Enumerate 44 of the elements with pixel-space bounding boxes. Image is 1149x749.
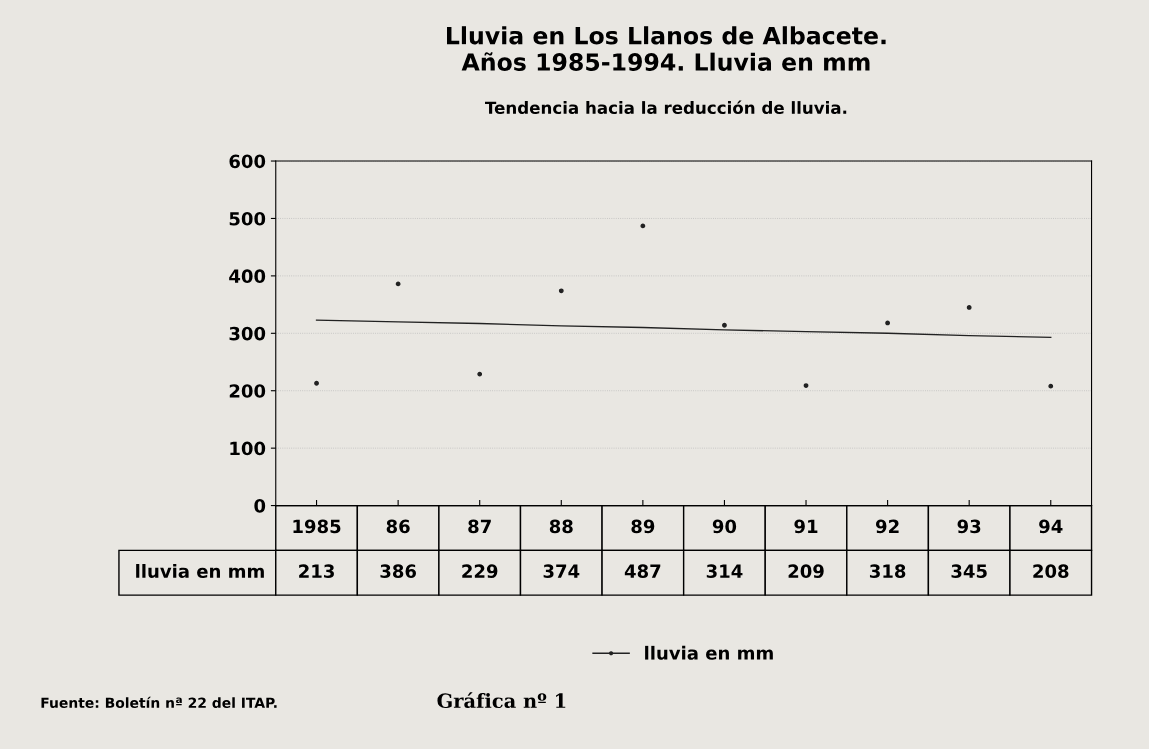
text: lluvia en mm	[136, 564, 264, 578]
y-tick-label: 0	[254, 499, 266, 513]
data-label: 386	[380, 564, 416, 578]
data-label: 208	[1033, 564, 1069, 578]
point	[314, 380, 319, 386]
data-label: 318	[869, 564, 906, 578]
y-tick-label: 600	[229, 154, 266, 169]
point	[640, 223, 646, 229]
x-tick-label: 86	[386, 519, 410, 534]
y-tick-label: 400	[229, 269, 266, 283]
x-tick-label: 89	[631, 519, 655, 534]
point	[722, 322, 727, 328]
y-tick-label: 200	[229, 384, 266, 398]
x-tick-label: 87	[468, 519, 491, 534]
point	[558, 288, 564, 294]
data-label: 209	[788, 564, 824, 578]
data-label: 229	[462, 564, 498, 578]
source-note: Fuente: Boletín nª 22 del ITAP.	[41, 696, 277, 708]
x-tick-label: 90	[712, 519, 737, 534]
x-tick-label: 91	[794, 519, 818, 534]
data-label: 314	[706, 564, 743, 578]
text: Gráfica nº 1	[437, 692, 566, 709]
point	[395, 281, 401, 287]
data-label: 345	[951, 564, 987, 578]
x-tick-label: 93	[957, 519, 981, 534]
point	[885, 320, 890, 326]
chart-title: Lluvia en Los Llanos de Albacete. Años 1985-1994. Lluvia en mm	[447, 26, 886, 71]
data-label: 374	[543, 564, 580, 578]
x-tick-label: 92	[875, 519, 899, 534]
chart-subtitle: Tendencia hacia la reducción de lluvia.	[485, 100, 847, 115]
point	[1048, 383, 1054, 389]
x-tick-label: 94	[1039, 519, 1063, 534]
y-tick-label: 300	[229, 326, 266, 341]
y-tick-label: 500	[229, 211, 266, 226]
data-label: 213	[299, 564, 334, 578]
data-label: 487	[624, 564, 661, 578]
y-tick-label: 100	[230, 441, 266, 456]
point	[477, 371, 483, 377]
x-tick-label: 88	[549, 519, 573, 534]
point	[966, 305, 972, 310]
legend-label: lluvia en mm	[645, 645, 773, 660]
point	[803, 383, 809, 388]
x-tick-label: 1985	[293, 519, 341, 534]
line-series	[315, 319, 1052, 339]
